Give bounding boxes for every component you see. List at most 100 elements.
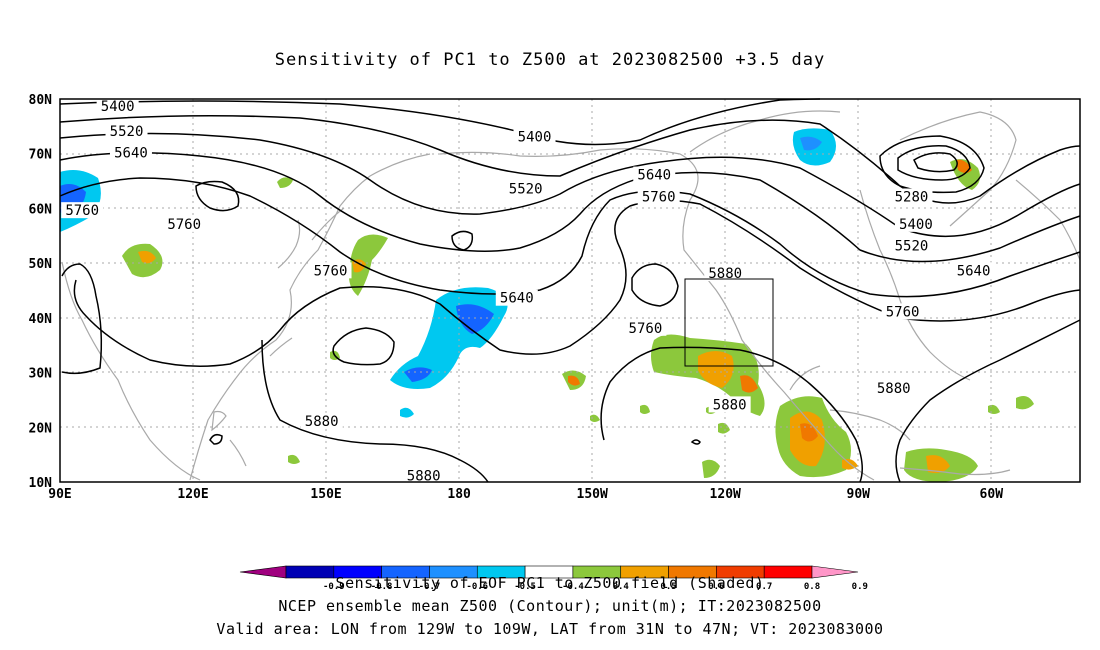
contour-label-bg: [890, 237, 933, 254]
lon-label: 120W: [710, 487, 741, 502]
contour-label-bg: [872, 379, 915, 396]
longitude-labels: 90E 120E 150E 180 150W 120W 90W 60W: [48, 487, 1003, 502]
lat-label: 20N: [29, 421, 53, 436]
contour-labels: 5400 5520 5640 5400 5520 5640 5760 5280 5400 5520…: [61, 98, 995, 485]
colorbar-label: -0.6: [466, 582, 488, 592]
valid-area-box: [684, 278, 774, 367]
contour-label: 5760: [629, 321, 663, 337]
contour-label-bg: [708, 396, 751, 413]
contour-label-bg: [105, 122, 148, 139]
contour-label-bg: [300, 412, 343, 429]
lat-label: 60N: [29, 202, 53, 217]
contour-label-bg: [890, 188, 933, 205]
shade-green-s4: [988, 404, 1000, 414]
shade-orange-small1: [568, 375, 580, 386]
shade-green-s2: [288, 454, 300, 464]
shade-darkblue-central2: [404, 367, 432, 382]
shade-green-s10: [640, 404, 650, 414]
footer-line-3: Valid area: LON from 129W to 109W, LAT f…: [216, 620, 884, 638]
lon-label: 90W: [847, 487, 871, 502]
contour-label: 5760: [642, 189, 676, 205]
colorbar-label: 0.4: [613, 582, 630, 592]
colorbar-label: -0.5: [514, 582, 536, 592]
contour-label-bg: [894, 215, 937, 232]
contour-label: 5400: [899, 217, 933, 233]
shade-orange2-mexico: [800, 423, 818, 442]
contour-label: 5760: [886, 304, 920, 320]
lon-label: 60W: [980, 487, 1004, 502]
shade-green-2: [277, 177, 293, 188]
lon-label: 120E: [177, 487, 208, 502]
colorbar-max-arrow: [811, 565, 859, 579]
contour-label-bg: [637, 188, 680, 205]
contour-label: 5760: [167, 217, 201, 233]
contour-label: 5640: [637, 168, 671, 184]
contour-label: 5880: [305, 414, 339, 430]
lat-label: 40N: [29, 312, 53, 327]
contour-label-bg: [61, 202, 104, 219]
contour-label-bg: [513, 128, 556, 145]
shade-green-3: [349, 234, 388, 296]
contour-label-bg: [109, 144, 152, 161]
colorbar-label: 0.6: [708, 582, 724, 592]
shade-darkblue-central: [456, 304, 494, 334]
contour-label-bg: [504, 180, 547, 197]
contour-label: 5880: [407, 469, 441, 485]
lat-label: 30N: [29, 367, 53, 382]
contour-label: 5760: [314, 263, 348, 279]
lat-label: 70N: [29, 148, 53, 163]
colorbar-label: -0.8: [371, 582, 393, 592]
shade-green-s3: [1016, 396, 1034, 410]
map-frame: [59, 98, 1081, 483]
contour-label-bg: [624, 319, 667, 336]
colorbar-label: -0.4: [562, 582, 584, 592]
lat-label: 80N: [29, 93, 53, 108]
lat-label: 50N: [29, 257, 53, 272]
contour-label-bg: [402, 467, 445, 484]
contour-label: 5880: [713, 397, 747, 413]
colorbar-label: 0.7: [756, 582, 772, 592]
lon-label: 180: [447, 487, 471, 502]
colorbar: -0.9 -0.8 -0.7 -0.6 -0.5 -0.4 0.4 0.5 0.6 0.7 0.8 0…: [239, 565, 868, 592]
shade-orange-carib: [926, 455, 950, 474]
contour-label: 5640: [957, 263, 991, 279]
colorbar-label: 0.8: [804, 582, 820, 592]
shade-green-s9: [590, 414, 600, 422]
footer-line-1: Sensitivity of EOF PC1 to Z500 field (Sh…: [335, 574, 765, 592]
grid-lines: [60, 99, 1080, 482]
footer-line-2: NCEP ensemble mean Z500 (Contour); unit(…: [278, 597, 822, 615]
contour-label: 5520: [110, 124, 144, 140]
contour-label-bg: [633, 166, 676, 183]
shade-green-s1: [702, 459, 720, 478]
contour-label-bg: [704, 265, 747, 282]
shade-green-s6: [718, 422, 730, 434]
contour-label: 5760: [65, 203, 99, 219]
colorbar-label: 0.9: [852, 582, 868, 592]
contour-label: 5520: [895, 239, 929, 255]
contour-label-bg: [96, 98, 139, 115]
lat-label: 10N: [29, 476, 53, 491]
contour-label: 5640: [114, 146, 148, 162]
z500-contours: [59, 98, 1081, 483]
contour-label: 5640: [500, 291, 534, 307]
contour-label: 5400: [518, 129, 552, 145]
colorbar-label: -0.7: [419, 582, 441, 592]
shade-blue-arctic2: [800, 136, 822, 151]
contour-label: 5880: [877, 381, 911, 397]
lon-label: 150E: [310, 487, 341, 502]
contour-label-bg: [881, 303, 924, 320]
latitude-labels: 80N 70N 60N 50N 40N 30N 20N 10N: [29, 93, 53, 491]
contour-label-bg: [495, 289, 538, 306]
shade-blue-s1: [400, 407, 414, 418]
contour-label-bg: [952, 262, 995, 279]
shade-orange-1: [138, 250, 156, 264]
colorbar-label: 0.5: [660, 582, 676, 592]
shade-orange-pacific: [698, 351, 734, 388]
contour-label: 5880: [708, 266, 742, 282]
contour-label: 5520: [509, 181, 543, 197]
map-title: Sensitivity of PC1 to Z500 at 2023082500…: [274, 50, 826, 70]
contour-label: 5400: [101, 99, 135, 115]
colorbar-label: -0.9: [323, 582, 345, 592]
contour-label-bg: [309, 262, 352, 279]
shade-orange2-pacific: [740, 375, 758, 393]
